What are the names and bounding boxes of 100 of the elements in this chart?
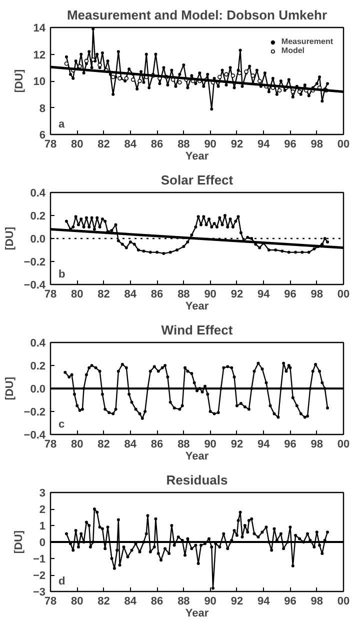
x-tick-label: 94	[257, 288, 271, 300]
x-tick-label: 78	[44, 138, 57, 150]
y-tick-label: 8	[39, 102, 46, 115]
x-tick-label: 90	[204, 438, 216, 450]
x-tick-label: 86	[150, 138, 164, 150]
x-tick-label: 94	[257, 138, 271, 150]
y-axis-title: [DU]	[4, 226, 16, 250]
x-tick-label: 80	[71, 288, 84, 300]
x-tick-label: 00	[337, 438, 350, 450]
x-tick-label: 00	[337, 596, 350, 608]
y-tick-label: −2	[32, 570, 46, 582]
legend-label: Measurement	[281, 37, 333, 46]
x-tick-label: 80	[71, 596, 84, 608]
y-tick-label: 0.4	[30, 338, 46, 350]
x-tick-label: 92	[230, 596, 244, 608]
point	[124, 76, 129, 80]
x-tick-label: 98	[310, 288, 323, 300]
x-tick-label: 92	[230, 138, 244, 150]
point	[257, 78, 262, 84]
y-tick-label: 0.0	[30, 234, 46, 246]
chart-title: Solar Effect	[160, 172, 234, 188]
x-tick-label: 80	[71, 438, 84, 450]
chart-title: Residuals	[166, 472, 228, 488]
y-tick-label: 1	[39, 520, 46, 532]
y-tick-label: 0.0	[30, 384, 46, 396]
point	[230, 74, 236, 78]
x-axis-title: Year	[185, 608, 210, 620]
annotation: a	[58, 118, 66, 130]
x-tick-label: 98	[310, 138, 323, 150]
x-tick-label: 84	[124, 438, 138, 450]
y-tick-label: 0	[39, 537, 46, 549]
y-tick-label: 10	[33, 76, 46, 88]
x-tick-label: 88	[178, 596, 190, 608]
x-tick-label: 82	[98, 288, 110, 300]
x-tick-label: 86	[150, 438, 164, 450]
x-tick-label: 78	[44, 438, 57, 450]
x-tick-label: 96	[284, 138, 296, 150]
point	[64, 61, 69, 66]
x-tick-label: 94	[257, 438, 271, 450]
x-tick-label: 84	[124, 288, 138, 300]
y-tick-label: 12	[33, 49, 46, 62]
x-tick-label: 82	[98, 438, 110, 450]
x-tick-label: 82	[98, 596, 110, 608]
point	[250, 74, 256, 78]
point	[130, 78, 136, 82]
x-tick-label: 98	[310, 596, 323, 608]
point	[138, 78, 142, 84]
point	[290, 90, 296, 94]
y-tick-label: 0.4	[30, 188, 46, 200]
x-tick-label: 94	[257, 596, 271, 608]
y-axis-title: [DU]	[4, 376, 16, 400]
y-tick-label: −0.2	[24, 256, 46, 268]
x-tick-label: 92	[230, 288, 244, 300]
y-tick-label: 0.2	[30, 210, 46, 222]
y-tick-label: 14	[33, 22, 46, 34]
x-tick-label: 96	[284, 438, 296, 450]
x-tick-label: 90	[204, 138, 216, 150]
y-tick-label: 3	[39, 488, 46, 500]
y-tick-label: −3	[32, 586, 46, 598]
x-tick-label: 92	[230, 438, 244, 450]
x-tick-label: 88	[178, 138, 190, 150]
x-axis-title: Year	[185, 300, 210, 312]
x-tick-label: 80	[71, 138, 84, 150]
legend-label: Model	[281, 46, 305, 55]
y-axis-title: [DU]	[12, 530, 25, 554]
point	[98, 62, 102, 68]
x-tick-label: 86	[150, 288, 164, 300]
y-axis-title: [DU]	[13, 69, 26, 93]
y-tick-label: 6	[39, 130, 46, 142]
annotation: d	[58, 576, 66, 588]
point	[224, 72, 228, 76]
point	[110, 74, 116, 80]
x-tick-label: 88	[178, 438, 190, 450]
point	[84, 58, 89, 64]
annotation: b	[58, 268, 66, 280]
x-tick-label: 88	[178, 288, 190, 300]
x-tick-label: 90	[204, 288, 216, 300]
y-tick-label: −1	[32, 554, 46, 566]
point	[90, 57, 96, 62]
x-axis-title: Year	[185, 450, 210, 462]
x-tick-label: 86	[150, 596, 164, 608]
x-tick-label: 90	[204, 596, 216, 608]
point	[277, 88, 282, 93]
x-tick-label: 00	[337, 288, 350, 300]
point	[297, 90, 302, 94]
x-tick-label: 98	[310, 438, 323, 450]
x-tick-label: 82	[98, 138, 110, 150]
x-tick-label: 84	[124, 138, 138, 150]
annotation: c	[58, 418, 65, 430]
y-tick-label: 0.2	[30, 360, 46, 372]
x-tick-label: 00	[337, 138, 350, 150]
x-tick-label: 78	[44, 288, 57, 300]
y-tick-label: −0.2	[24, 406, 46, 418]
x-tick-label: 96	[284, 288, 296, 300]
point	[178, 80, 182, 84]
point	[217, 74, 222, 80]
chart-title: Measurement and Model: Dobson Umkehr	[66, 8, 328, 22]
x-axis-title: Year	[185, 150, 210, 162]
x-tick-label: 78	[44, 596, 57, 608]
x-tick-label: 96	[284, 596, 296, 608]
